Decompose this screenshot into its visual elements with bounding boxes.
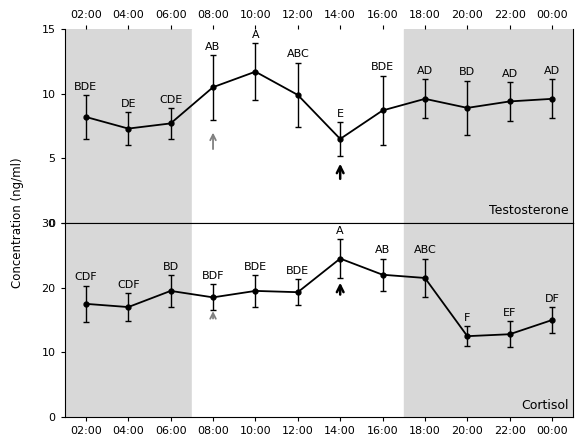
Text: E: E <box>337 109 343 119</box>
Text: ABC: ABC <box>413 245 436 255</box>
Text: ABC: ABC <box>286 50 309 59</box>
Bar <box>65 29 192 223</box>
Text: EF: EF <box>503 308 516 318</box>
Bar <box>65 223 192 417</box>
Text: AD: AD <box>544 66 560 76</box>
Text: CDE: CDE <box>159 95 182 105</box>
Text: BD: BD <box>459 67 476 78</box>
Text: CDF: CDF <box>75 273 97 282</box>
Text: DE: DE <box>121 99 136 108</box>
Text: BDE: BDE <box>74 82 98 92</box>
Text: F: F <box>464 313 470 323</box>
Text: AB: AB <box>375 245 390 255</box>
Bar <box>404 223 573 417</box>
Text: Cortisol: Cortisol <box>522 399 569 412</box>
Text: A: A <box>336 226 344 236</box>
Text: A: A <box>252 30 259 40</box>
Bar <box>404 29 573 223</box>
Text: BDE: BDE <box>286 266 309 276</box>
Text: BDF: BDF <box>202 271 224 281</box>
Text: BDE: BDE <box>244 261 267 272</box>
Bar <box>192 29 404 223</box>
Text: BD: BD <box>162 261 179 272</box>
Text: BDE: BDE <box>371 62 394 72</box>
Text: Concentration (ng/ml): Concentration (ng/ml) <box>11 158 24 288</box>
Text: AB: AB <box>205 41 220 52</box>
Text: Testosterone: Testosterone <box>489 203 569 216</box>
Text: AD: AD <box>417 66 433 76</box>
Text: AD: AD <box>502 69 518 79</box>
Text: DF: DF <box>544 294 560 304</box>
Text: CDF: CDF <box>117 280 139 289</box>
Bar <box>192 223 404 417</box>
